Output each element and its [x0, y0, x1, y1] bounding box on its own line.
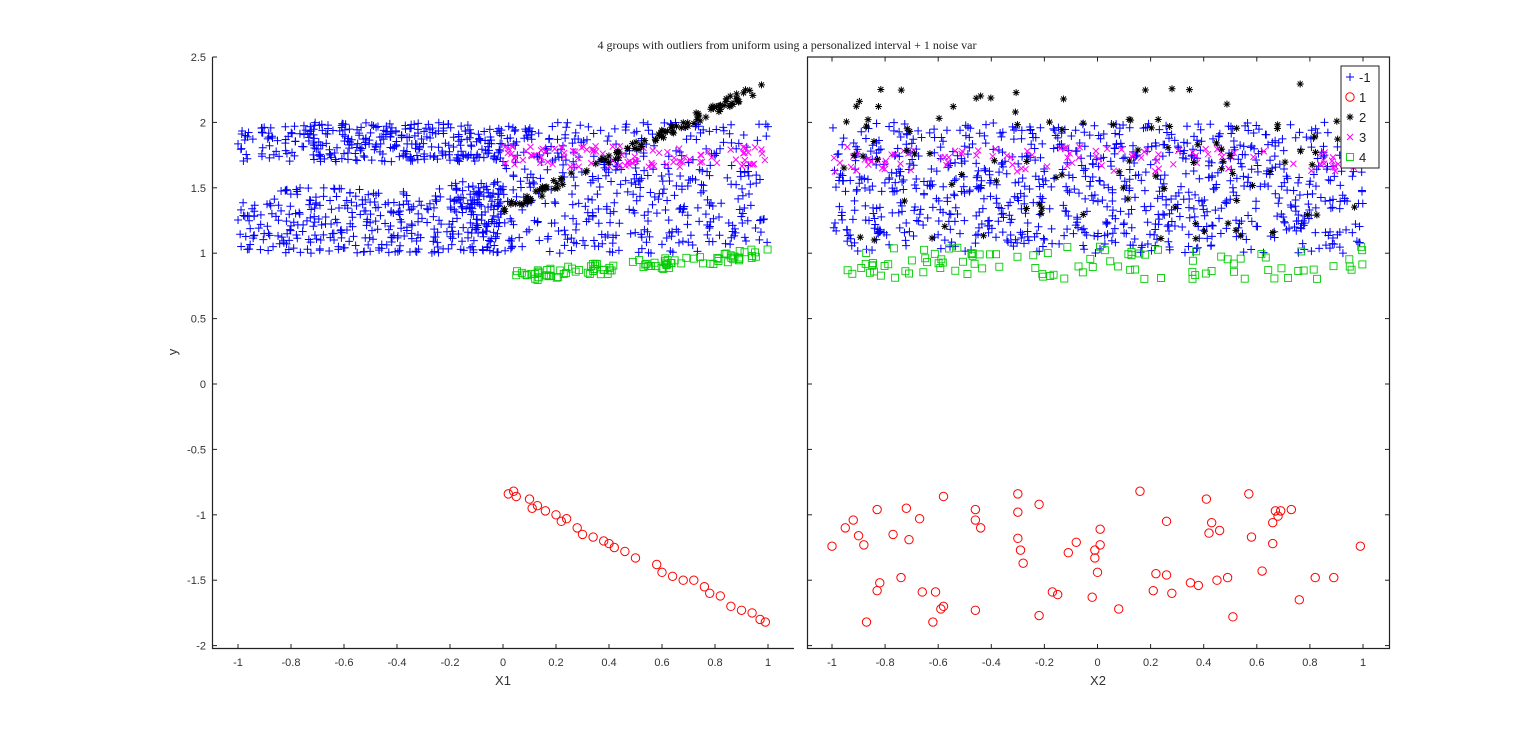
cross-marker-icon — [1346, 133, 1354, 141]
svg-text:-0.4: -0.4 — [388, 657, 407, 669]
svg-text:1: 1 — [765, 657, 771, 669]
svg-text:0.4: 0.4 — [601, 657, 616, 669]
legend-item-2: 2 — [1346, 110, 1366, 125]
legend-label: 4 — [1359, 150, 1366, 165]
svg-text:-1.5: -1.5 — [187, 575, 206, 587]
svg-text:-1: -1 — [827, 657, 837, 669]
svg-text:-0.2: -0.2 — [1035, 657, 1054, 669]
svg-text:-0.5: -0.5 — [187, 444, 206, 456]
y-axis-label: y — [165, 348, 180, 355]
right-axes: -1 -0.8 -0.6 -0.4 -0.2 0 0.2 0.4 0.6 0.8 1 X2 — [806, 56, 1391, 688]
svg-text:-0.8: -0.8 — [876, 657, 895, 669]
svg-text:0.5: 0.5 — [191, 314, 206, 326]
right-scatter-points — [827, 80, 1367, 627]
right-axes-frame — [806, 56, 1391, 650]
legend-label: 2 — [1359, 110, 1366, 125]
x1-axis-label: X1 — [495, 673, 511, 688]
svg-text:0.6: 0.6 — [654, 657, 669, 669]
svg-text:1: 1 — [1360, 657, 1366, 669]
svg-text:-0.8: -0.8 — [282, 657, 301, 669]
svg-text:2: 2 — [200, 117, 206, 129]
legend-label: 3 — [1359, 130, 1366, 145]
svg-text:-1: -1 — [196, 510, 206, 522]
asterisk-marker-icon — [1346, 113, 1354, 121]
svg-text:-0.6: -0.6 — [929, 657, 948, 669]
svg-text:1: 1 — [200, 248, 206, 260]
left-axes-ticks: -1 -0.8 -0.6 -0.4 -0.2 0 0.2 0.4 0.6 0.8 1 2.5 2 1.5 1… — [187, 52, 771, 669]
svg-text:0.4: 0.4 — [1196, 657, 1211, 669]
svg-text:0: 0 — [500, 657, 506, 669]
legend: -1 1 2 3 4 — [1340, 65, 1380, 169]
legend-item-3: 3 — [1346, 130, 1366, 145]
svg-text:0.8: 0.8 — [1302, 657, 1317, 669]
legend-label: -1 — [1359, 70, 1371, 85]
legend-item-4: 4 — [1346, 150, 1366, 165]
svg-text:-0.6: -0.6 — [335, 657, 354, 669]
svg-text:0: 0 — [200, 379, 206, 391]
svg-text:0.8: 0.8 — [707, 657, 722, 669]
square-marker-icon — [1346, 153, 1354, 161]
svg-text:0.6: 0.6 — [1249, 657, 1264, 669]
x2-axis-label: X2 — [1090, 673, 1106, 688]
chart-title: 4 groups with outliers from uniform usin… — [597, 38, 976, 52]
svg-text:-2: -2 — [196, 641, 206, 653]
svg-text:-0.2: -0.2 — [441, 657, 460, 669]
circle-marker-icon — [1345, 92, 1355, 102]
svg-text:0: 0 — [1094, 657, 1100, 669]
legend-item-neg1: -1 — [1346, 70, 1371, 85]
left-axes: -1 -0.8 -0.6 -0.4 -0.2 0 0.2 0.4 0.6 0.8 1 2.5 2 1.5 1… — [165, 52, 794, 688]
legend-label: 1 — [1359, 90, 1366, 105]
svg-text:0.2: 0.2 — [548, 657, 563, 669]
plus-marker-icon — [1346, 73, 1354, 81]
svg-text:-1: -1 — [233, 657, 243, 669]
left-axes-frame — [211, 57, 794, 650]
legend-item-1: 1 — [1345, 90, 1366, 105]
svg-text:2.5: 2.5 — [191, 52, 206, 64]
svg-text:1.5: 1.5 — [191, 183, 206, 195]
svg-text:-0.4: -0.4 — [982, 657, 1001, 669]
left-scatter-points — [234, 81, 772, 627]
right-axes-ticks: -1 -0.8 -0.6 -0.4 -0.2 0 0.2 0.4 0.6 0.8 1 — [807, 56, 1390, 669]
svg-text:0.2: 0.2 — [1143, 657, 1158, 669]
